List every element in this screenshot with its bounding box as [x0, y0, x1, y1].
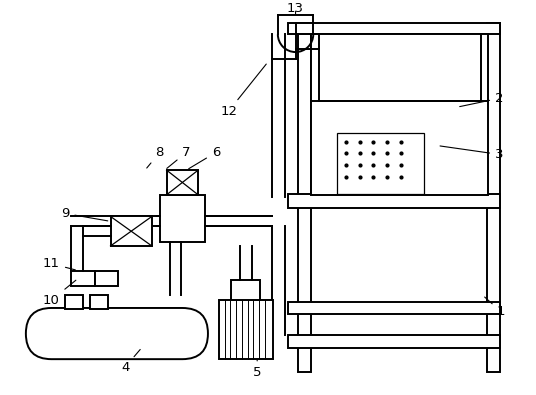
Bar — [337, 133, 423, 194]
Bar — [65, 295, 83, 309]
Text: 9: 9 — [61, 207, 108, 221]
Text: 4: 4 — [121, 350, 140, 374]
Bar — [90, 295, 108, 309]
Text: 10: 10 — [43, 280, 76, 307]
Bar — [167, 170, 198, 195]
Bar — [230, 280, 260, 300]
Text: 1: 1 — [485, 297, 505, 318]
Text: 6: 6 — [189, 146, 220, 169]
Bar — [95, 271, 118, 286]
Bar — [311, 34, 488, 195]
Bar — [487, 23, 500, 372]
Bar — [110, 216, 152, 246]
Text: 12: 12 — [220, 64, 266, 118]
Text: 13: 13 — [287, 2, 304, 15]
Text: 7: 7 — [167, 146, 191, 168]
Text: 5: 5 — [253, 360, 262, 380]
Text: 11: 11 — [43, 257, 76, 270]
Bar — [319, 34, 481, 101]
Text: 8: 8 — [147, 146, 164, 168]
Bar — [288, 194, 500, 208]
Text: 3: 3 — [440, 146, 503, 161]
Bar — [288, 335, 500, 348]
Bar — [288, 302, 500, 314]
Bar — [288, 23, 500, 34]
Bar — [219, 300, 273, 359]
Bar — [71, 271, 95, 286]
FancyBboxPatch shape — [26, 308, 208, 359]
Bar — [297, 23, 311, 372]
Bar — [160, 195, 205, 242]
Text: 2: 2 — [460, 92, 503, 107]
